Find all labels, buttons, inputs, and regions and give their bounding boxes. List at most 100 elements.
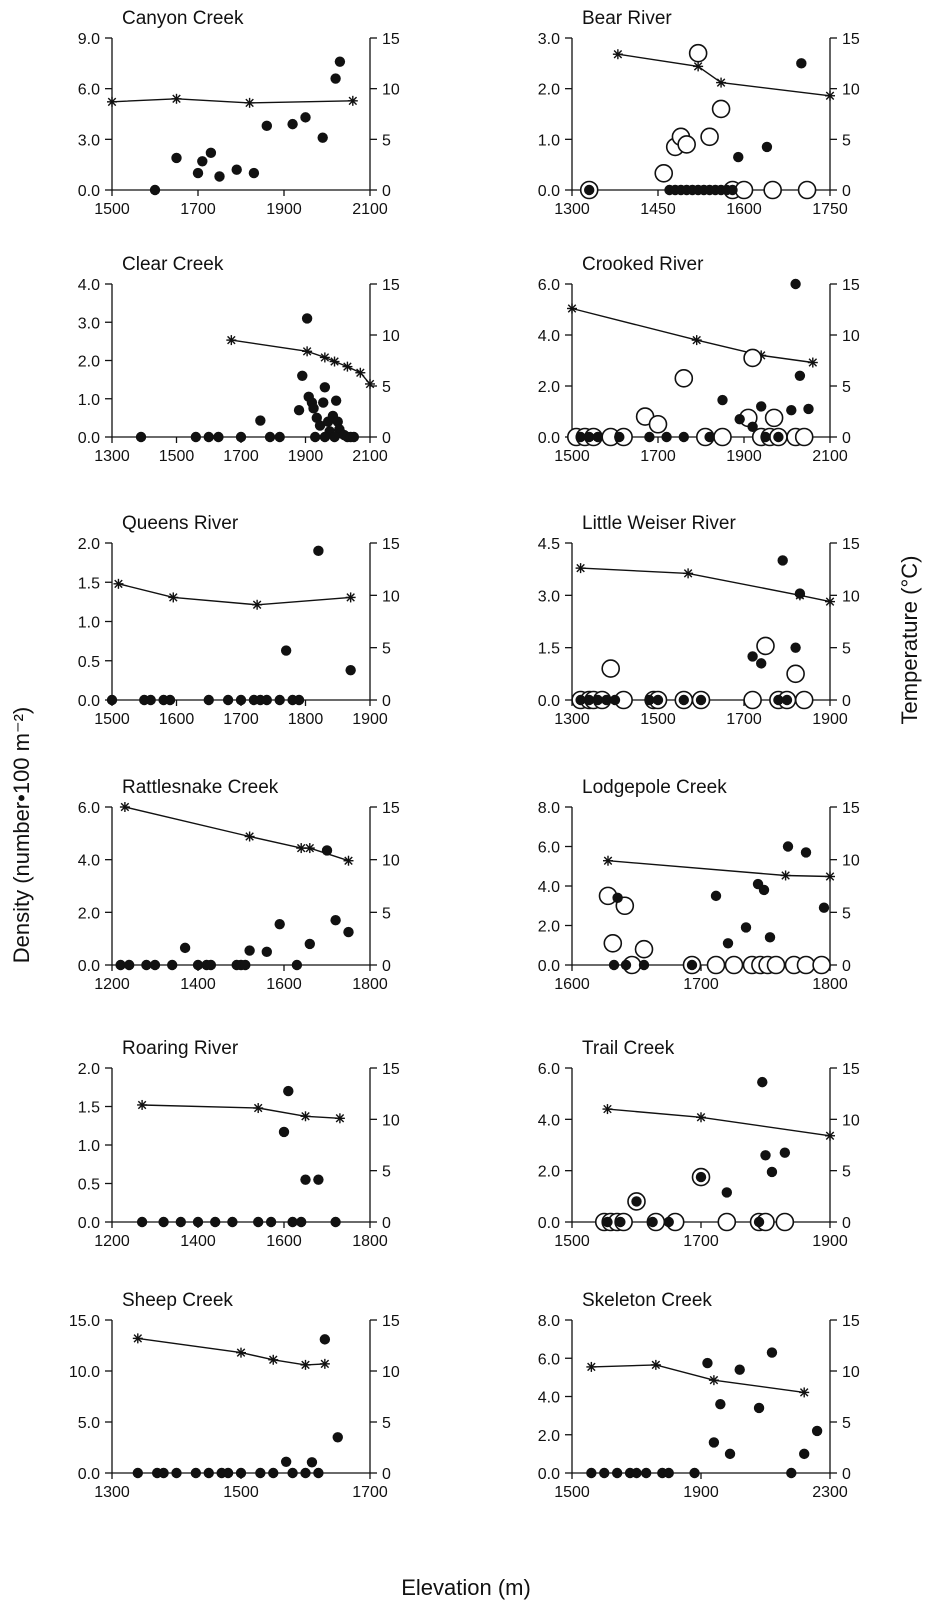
y2-tick-label: 0: [842, 693, 851, 710]
density-open-point: [713, 427, 732, 447]
y-tick-label: 0.0: [538, 183, 560, 200]
density-filled-point: [304, 938, 315, 950]
x-tick-label: 1500: [159, 448, 195, 465]
density-filled-point: [164, 694, 176, 706]
density-filled-point: [777, 555, 788, 566]
temperature-line: [580, 567, 831, 603]
temperature-marker: [825, 871, 835, 882]
x-tick-label: 1500: [554, 1484, 590, 1501]
density-filled-point: [631, 1467, 642, 1479]
temperature-line: [607, 1108, 831, 1137]
density-filled-point: [210, 1216, 221, 1228]
panel-title: Bear River: [582, 8, 672, 29]
density-open-point: [812, 955, 831, 975]
x-tick-label: 1700: [683, 1233, 719, 1250]
density-filled-point: [715, 1398, 726, 1410]
marker-stroke: [825, 1131, 835, 1141]
density-filled-point: [106, 694, 118, 706]
panel-title: Sheep Creek: [122, 1290, 233, 1311]
density-filled-point: [314, 420, 326, 431]
y-tick-label: 6.0: [78, 82, 100, 99]
marker-stroke: [356, 368, 365, 377]
y-tick-label: 8.0: [538, 1313, 560, 1330]
y2-tick-label: 10: [382, 82, 400, 99]
y-tick-label: 8.0: [538, 800, 560, 817]
density-filled-point: [334, 56, 346, 67]
density-filled-point: [280, 645, 292, 656]
y2-tick-label: 10: [382, 1364, 400, 1381]
panel-title: Crooked River: [582, 254, 704, 275]
y2-tick-label: 5: [382, 1415, 391, 1432]
y2-tick-label: 10: [842, 328, 860, 345]
marker-stroke: [330, 357, 339, 366]
density-filled-point: [115, 959, 126, 971]
y2-tick-label: 5: [842, 379, 851, 396]
density-filled-point: [602, 1216, 613, 1228]
y2-tick-label: 0: [382, 183, 391, 200]
x-tick-label: 1400: [180, 976, 216, 993]
density-filled-point: [274, 694, 285, 706]
marker-stroke: [252, 600, 262, 609]
density-filled-point: [811, 1425, 823, 1437]
density-filled-point: [584, 184, 595, 196]
panel-roaring-river: Roaring River 0.0 0.5 1.0 1.5 2.0 0 5 10 15 1200 14…: [78, 1038, 400, 1250]
density-filled-point: [766, 1347, 778, 1358]
density-filled-point: [149, 959, 161, 971]
density-filled-point: [291, 959, 303, 971]
y-tick-label: 0.0: [78, 183, 100, 200]
marker-stroke: [269, 1355, 278, 1365]
density-filled-point: [786, 1467, 797, 1479]
density-open-point: [677, 135, 696, 154]
x-axis-title: Elevation (m): [401, 1575, 531, 1600]
y2-tick-label: 10: [842, 82, 860, 99]
temperature-marker: [567, 303, 577, 314]
panel-title: Rattlesnake Creek: [122, 777, 279, 798]
y2-tick-label: 15: [382, 1061, 400, 1078]
temperature-marker: [268, 1354, 279, 1365]
density-filled-point: [124, 959, 135, 971]
density-filled-point: [615, 1216, 626, 1228]
y-tick-label: 6.0: [538, 1061, 560, 1078]
y2-tick-label: 15: [382, 536, 400, 553]
density-filled-point: [313, 545, 324, 557]
x-tick-label: 1900: [266, 201, 302, 218]
marker-stroke: [808, 358, 818, 367]
panel-clear-creek: Clear Creek 0.0 1.0 2.0 3.0 4.0 0 5 10 15 1300 1500…: [78, 254, 400, 465]
x-tick-label: 1700: [640, 448, 676, 465]
temperature-marker: [345, 592, 356, 603]
density-filled-point: [612, 892, 623, 904]
density-filled-point: [345, 664, 356, 676]
marker-stroke: [576, 563, 585, 573]
density-filled-point: [614, 431, 625, 443]
temperature-marker: [334, 1113, 345, 1124]
marker-stroke: [825, 872, 835, 881]
density-open-point: [603, 933, 623, 953]
marker-stroke: [253, 1103, 263, 1113]
y-tick-label: 0.0: [78, 693, 100, 710]
density-filled-point: [800, 847, 812, 858]
density-filled-point: [280, 1456, 292, 1467]
x-tick-label: 1300: [554, 201, 590, 218]
marker-stroke: [587, 1362, 596, 1372]
marker-stroke: [348, 96, 358, 106]
x-tick-label: 1500: [94, 201, 130, 218]
density-filled-point: [640, 1467, 652, 1479]
temperature-line: [118, 583, 351, 606]
density-open-point: [794, 427, 814, 447]
marker-stroke: [335, 1114, 345, 1123]
density-filled-point: [309, 431, 321, 443]
density-filled-point: [799, 1448, 810, 1460]
density-filled-point: [300, 112, 311, 123]
y2-tick-label: 5: [382, 905, 391, 922]
x-tick-label: 1300: [554, 711, 590, 728]
density-filled-point: [756, 658, 767, 669]
marker-stroke: [296, 843, 306, 853]
panel-title: Canyon Creek: [122, 8, 244, 29]
marker-stroke: [343, 362, 352, 371]
temperature-marker: [300, 1111, 311, 1122]
marker-stroke: [133, 1334, 143, 1343]
density-filled-point: [231, 164, 242, 175]
density-filled-point: [601, 694, 612, 706]
marker-stroke: [320, 1359, 330, 1369]
density-filled-point: [274, 431, 285, 443]
